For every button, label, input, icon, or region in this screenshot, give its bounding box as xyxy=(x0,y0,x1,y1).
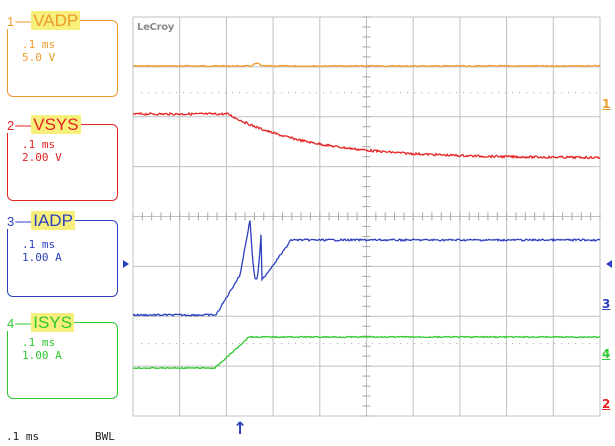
channel-3-offset-marker-right xyxy=(606,260,612,268)
channel-4-box[interactable]: 4— ISYS .1 ms 1.00 A xyxy=(7,313,118,399)
trace-iadp xyxy=(132,220,601,317)
channel-4-name: ISYS xyxy=(31,313,74,332)
channel-2-box[interactable]: 2— VSYS .1 ms 2.00 V xyxy=(7,115,118,201)
channel-3-scale: 1.00 A xyxy=(22,251,62,264)
reference-dots xyxy=(141,92,598,345)
channel-1-box[interactable]: 1— VADP .1 ms 5.0 V xyxy=(7,11,118,97)
channel-4-level-marker: 4 xyxy=(602,347,611,361)
channel-4-header: 4— ISYS xyxy=(7,313,74,332)
channel-2-timebase: .1 ms xyxy=(22,138,56,151)
channel-4-scale: 1.00 A xyxy=(22,349,62,362)
channel-3-box[interactable]: 3— IADP .1 ms 1.00 A xyxy=(7,211,118,297)
channel-1-timebase: .1 ms xyxy=(22,38,56,51)
channel-1-name: VADP xyxy=(31,11,81,30)
channel-2-level-marker: 2 xyxy=(602,397,611,411)
channel-2-header: 2— VSYS xyxy=(7,115,81,134)
channel-3-level-marker: 3 xyxy=(602,297,611,311)
lecroy-logo: LeCroy xyxy=(137,22,175,33)
channel-1-header: 1— VADP xyxy=(7,11,81,30)
channel-1-scale: 5.0 V xyxy=(22,51,56,64)
channel-1-level-marker: 1 xyxy=(602,97,611,111)
bandwidth-limit-indicator: BWL xyxy=(95,430,115,443)
graticule-ticks xyxy=(132,16,601,417)
channel-2-name: VSYS xyxy=(31,115,81,134)
channel-3-offset-marker-left xyxy=(123,260,129,268)
channel-3-timebase: .1 ms xyxy=(22,238,56,251)
trace-vsys xyxy=(132,111,601,160)
channel-3-header: 3— IADP xyxy=(7,211,75,230)
trace-isys xyxy=(132,335,601,370)
timebase-readout: .1 ms xyxy=(6,430,40,443)
channel-4-timebase: .1 ms xyxy=(22,336,56,349)
channel-3-name: IADP xyxy=(31,211,75,230)
channel-2-scale: 2.00 V xyxy=(22,151,62,164)
trigger-position-arrow: ↑ xyxy=(233,419,248,439)
trace-vadp xyxy=(132,62,600,68)
